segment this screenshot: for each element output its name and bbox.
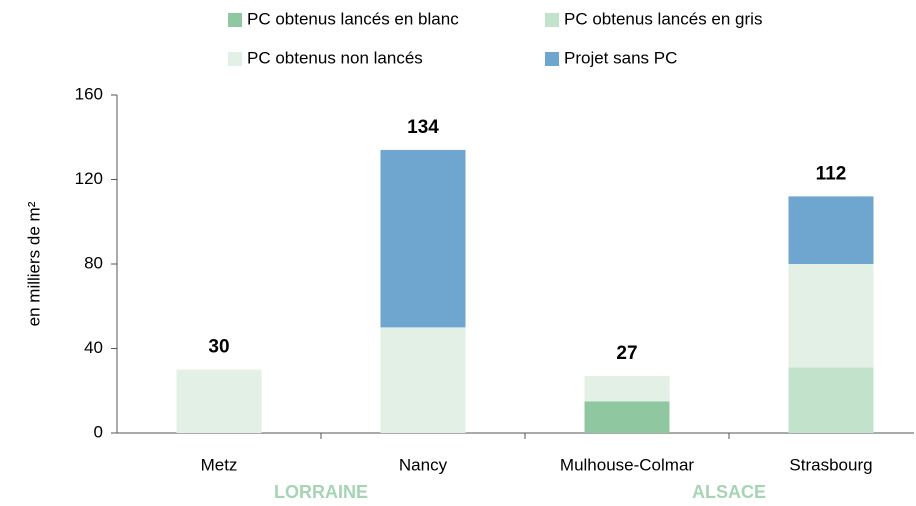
bar-segment: [584, 401, 670, 433]
bar-segment: [584, 375, 670, 402]
x-tick-label: Metz: [201, 455, 238, 474]
legend-swatch: [545, 52, 559, 66]
total-label: 112: [816, 163, 847, 184]
x-tick-label: Mulhouse-Colmar: [560, 455, 694, 474]
x-tick-label: Strasbourg: [789, 455, 872, 474]
total-label: 134: [407, 117, 439, 138]
total-label: 27: [616, 343, 637, 364]
bar-segment: [380, 327, 466, 433]
y-tick-label: 80: [84, 253, 103, 272]
legend-label: PC obtenus lancés en blanc: [247, 9, 459, 28]
bar-segment: [380, 149, 466, 328]
legend-label: PC obtenus lancés en gris: [564, 9, 762, 28]
y-tick-label: 120: [75, 169, 103, 188]
bar-segment: [176, 369, 262, 433]
legend-swatch: [228, 52, 242, 66]
legend-label: Projet sans PC: [564, 48, 677, 67]
x-tick-label: Nancy: [399, 455, 448, 474]
y-tick-label: 0: [94, 422, 103, 441]
total-label: 30: [208, 337, 229, 358]
y-axis-label: en milliers de m²: [24, 201, 43, 326]
bar-segment: [788, 196, 874, 264]
y-tick-label: 40: [84, 338, 103, 357]
y-tick-label: 160: [75, 84, 103, 103]
bar-segment: [788, 264, 874, 368]
legend-swatch: [228, 13, 242, 27]
group-label: ALSACE: [692, 482, 766, 502]
legend-label: PC obtenus non lancés: [247, 48, 423, 67]
legend-swatch: [545, 13, 559, 27]
bar-segment: [788, 367, 874, 433]
group-label: LORRAINE: [274, 482, 368, 502]
